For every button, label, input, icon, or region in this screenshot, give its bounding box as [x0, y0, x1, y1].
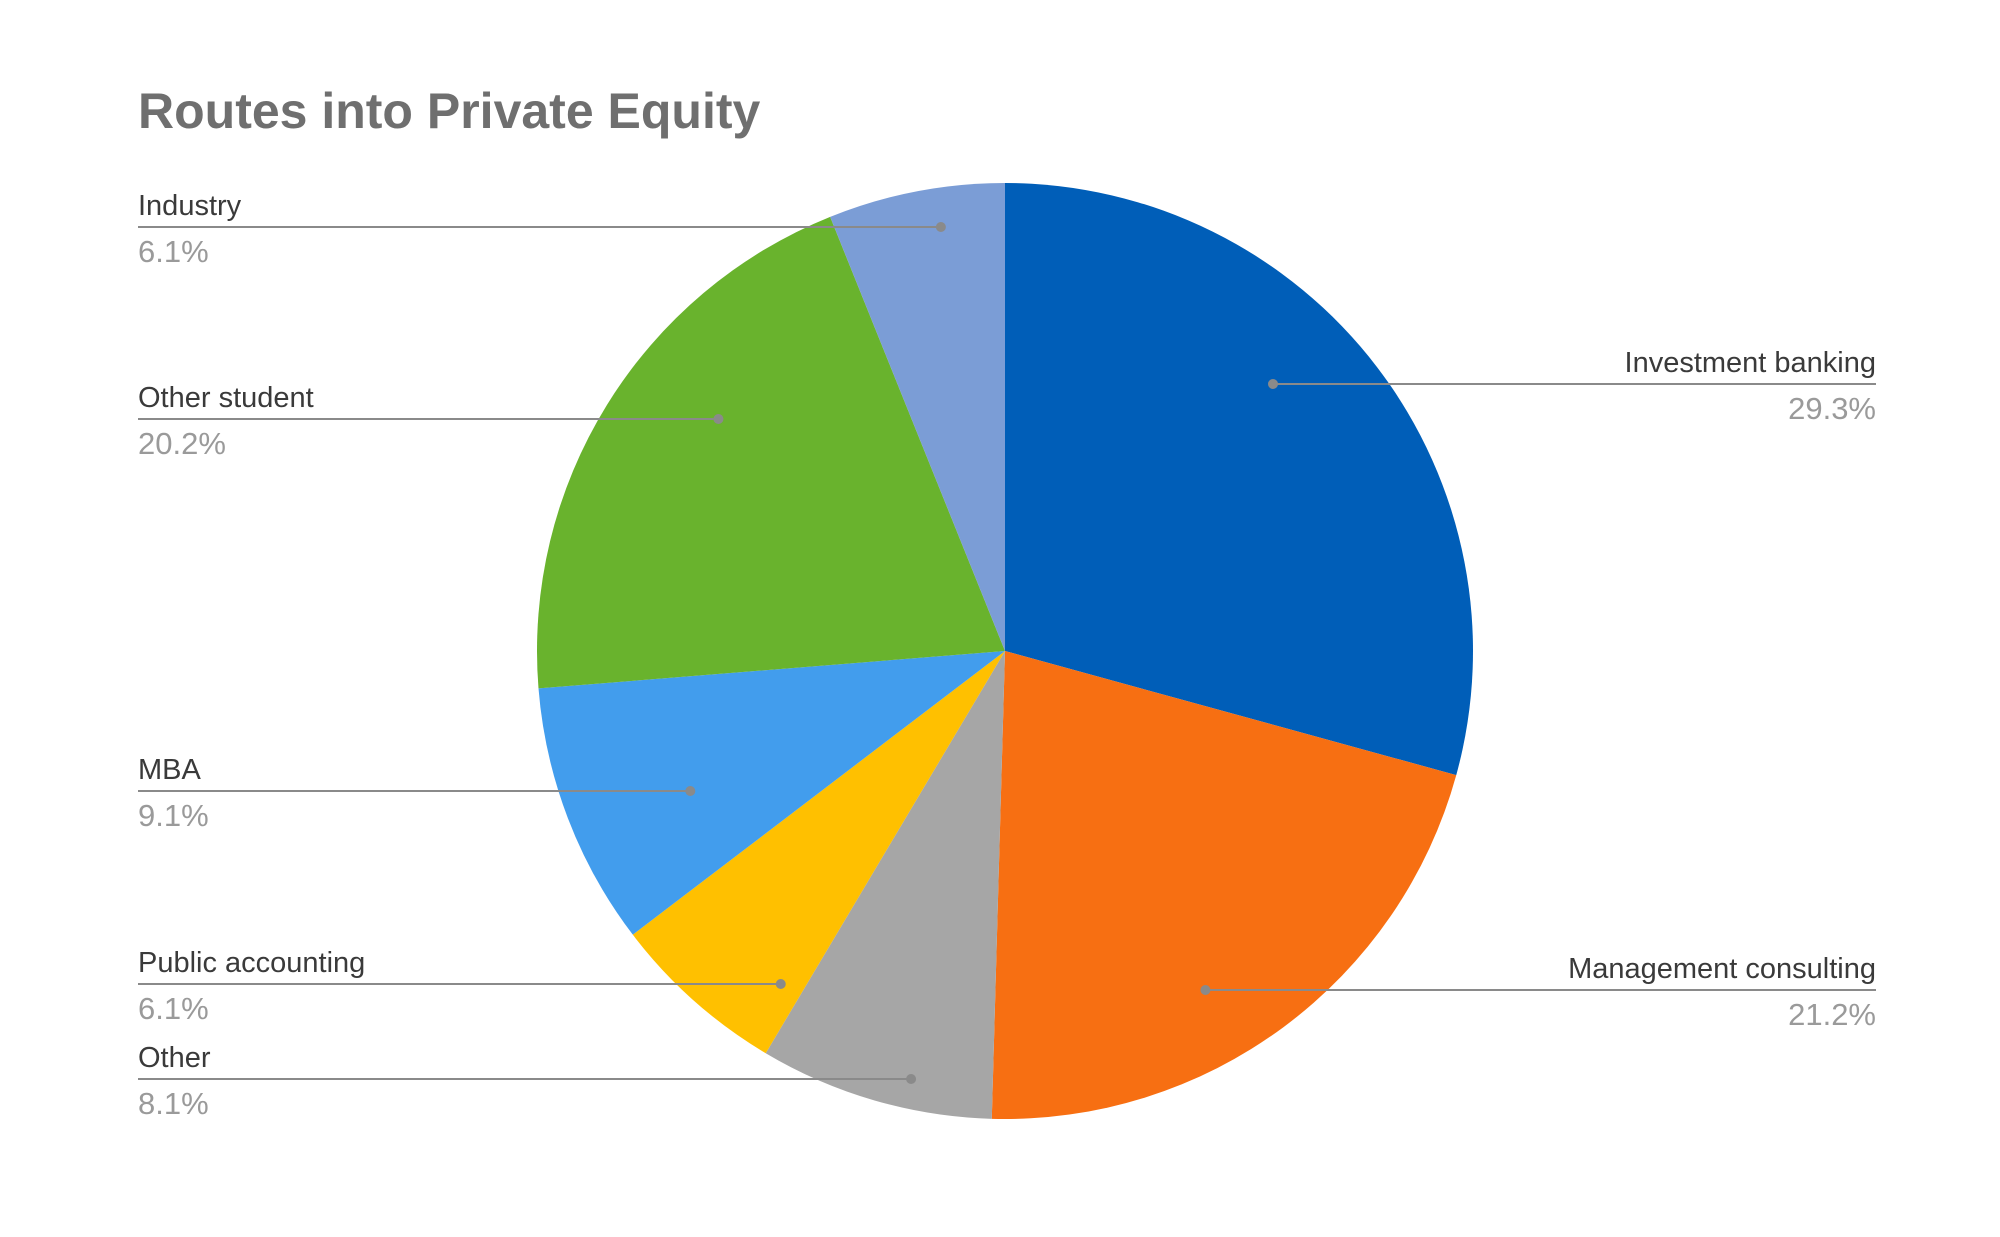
slice-label-industry: Industry [138, 190, 242, 222]
slice-percent-mba: 9.1% [138, 798, 209, 833]
slice-percent-other-student: 20.2% [138, 426, 226, 461]
slice-labels: Investment banking 29.3% Management consul… [138, 190, 1876, 1121]
pie-slice-industry [830, 183, 1005, 651]
slice-label-investment-banking: Investment banking [1625, 347, 1876, 379]
leader-dot-management-consulting [1200, 985, 1211, 995]
slice-label-other-student: Other student [138, 382, 314, 414]
pie-slice-investment-banking [1005, 183, 1474, 776]
chart-title: Routes into Private Equity [138, 83, 761, 139]
pie-slices [536, 183, 1474, 1120]
pie-slice-other-student [536, 216, 1005, 689]
leader-dot-investment-banking [1267, 379, 1278, 389]
leader-dot-other [906, 1074, 917, 1084]
leader-dot-mba [685, 786, 696, 796]
slice-percent-other: 8.1% [138, 1086, 209, 1121]
pie-slice-management-consulting [991, 651, 1457, 1120]
slice-label-other: Other [138, 1042, 211, 1074]
slice-label-mba: MBA [138, 754, 202, 786]
pie-slice-mba [538, 651, 1005, 935]
slice-label-management-consulting: Management consulting [1568, 953, 1876, 985]
slice-percent-public-accounting: 6.1% [138, 991, 209, 1026]
slice-percent-investment-banking: 29.3% [1788, 391, 1876, 426]
slice-percent-industry: 6.1% [138, 234, 209, 269]
leader-dot-other-student [713, 414, 724, 424]
pie-slice-other [765, 651, 1005, 1119]
leader-dot-industry [935, 222, 946, 232]
slice-percent-management-consulting: 21.2% [1788, 997, 1876, 1032]
pie-slice-public-accounting [632, 651, 1005, 1054]
leader-dot-public-accounting [775, 979, 786, 989]
slice-label-public-accounting: Public accounting [138, 947, 365, 979]
